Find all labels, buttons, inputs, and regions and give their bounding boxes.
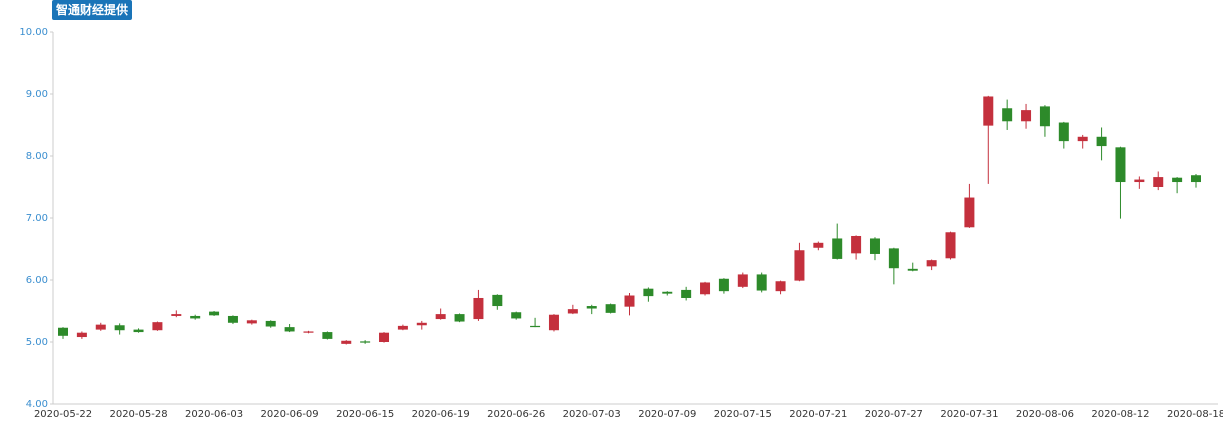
candle-body <box>416 322 427 326</box>
candle-body <box>756 274 767 291</box>
y-tick-label: 10.00 <box>19 27 48 38</box>
y-tick-label: 6.00 <box>26 275 48 286</box>
x-tick-label: 2020-07-03 <box>563 409 621 420</box>
candle-body <box>114 325 125 331</box>
candle-body <box>851 235 862 254</box>
y-tick-label: 4.00 <box>26 399 48 410</box>
candle-body <box>1172 177 1183 183</box>
candle-body <box>888 248 899 269</box>
x-tick-label: 2020-06-26 <box>487 409 545 420</box>
candle-body <box>322 332 333 339</box>
candle-body <box>548 314 559 331</box>
candle-body <box>983 96 994 126</box>
candle-body <box>964 197 975 228</box>
candle-body <box>511 312 522 319</box>
candle-body <box>265 320 276 327</box>
candle-body <box>492 294 503 307</box>
x-tick-label: 2020-06-03 <box>185 409 243 420</box>
candle-body <box>1039 106 1050 127</box>
x-tick-label: 2020-07-09 <box>638 409 696 420</box>
candle-body <box>907 268 918 271</box>
candle-body <box>1021 110 1032 122</box>
x-tick-label: 2020-07-15 <box>714 409 772 420</box>
candle-body <box>1134 179 1145 183</box>
candle-body <box>945 232 956 259</box>
candle-body <box>794 250 805 281</box>
candle-body <box>246 320 257 324</box>
candle-body <box>775 281 786 292</box>
candle-body <box>1077 136 1088 142</box>
candle-body <box>284 327 295 332</box>
candle-body <box>832 238 843 259</box>
candle-body <box>171 314 182 316</box>
x-tick-label: 2020-07-31 <box>940 409 998 420</box>
x-tick-label: 2020-08-12 <box>1091 409 1149 420</box>
candle-body <box>586 306 597 309</box>
candle-body <box>662 291 673 294</box>
candle-body <box>58 327 68 336</box>
candle-body <box>643 288 654 297</box>
candle-body <box>473 297 484 320</box>
candle-body <box>1058 122 1069 142</box>
source-badge: 智通财经提供 <box>52 0 133 20</box>
x-tick-label: 2020-05-28 <box>109 409 167 420</box>
x-tick-label: 2020-08-06 <box>1016 409 1074 420</box>
candle-body <box>700 282 711 295</box>
candle-body <box>869 238 880 254</box>
x-tick-label: 2020-08-18 <box>1167 409 1223 420</box>
candle-body <box>926 260 937 267</box>
candle-body <box>1153 177 1164 187</box>
y-tick-label: 7.00 <box>26 213 48 224</box>
x-tick-label: 2020-07-21 <box>789 409 847 420</box>
x-tick-label: 2020-06-09 <box>261 409 319 420</box>
candle-body <box>454 314 465 322</box>
candle-body <box>718 278 729 292</box>
y-tick-label: 8.00 <box>26 151 48 162</box>
candle-body <box>397 325 408 330</box>
candle-body <box>209 311 220 316</box>
candle-body <box>360 341 371 343</box>
candle-body <box>227 315 238 323</box>
candle-body <box>1096 136 1107 147</box>
y-tick-label: 9.00 <box>26 89 48 100</box>
x-tick-label: 2020-06-19 <box>412 409 470 420</box>
candle-body <box>95 324 106 330</box>
candle-body <box>435 314 446 320</box>
candle-body <box>530 325 541 328</box>
candle-body <box>681 289 692 298</box>
x-tick-label: 2020-05-22 <box>34 409 92 420</box>
candle-body <box>813 242 824 248</box>
candle-body <box>605 304 616 313</box>
x-tick-label: 2020-07-27 <box>865 409 923 420</box>
candle-body <box>152 322 163 331</box>
candle-body <box>567 309 578 314</box>
candle-body <box>1115 147 1126 183</box>
candle-body <box>1002 108 1013 122</box>
candle-body <box>76 332 87 338</box>
y-tick-label: 5.00 <box>26 337 48 348</box>
candle-body <box>379 332 390 342</box>
candle-body <box>303 331 314 333</box>
candle-body <box>737 274 748 287</box>
candle-body <box>190 315 201 319</box>
x-tick-label: 2020-06-15 <box>336 409 394 420</box>
candle-body <box>624 295 635 307</box>
candle-body <box>341 340 352 344</box>
candle-body <box>133 329 144 333</box>
candle-body <box>1191 175 1201 183</box>
